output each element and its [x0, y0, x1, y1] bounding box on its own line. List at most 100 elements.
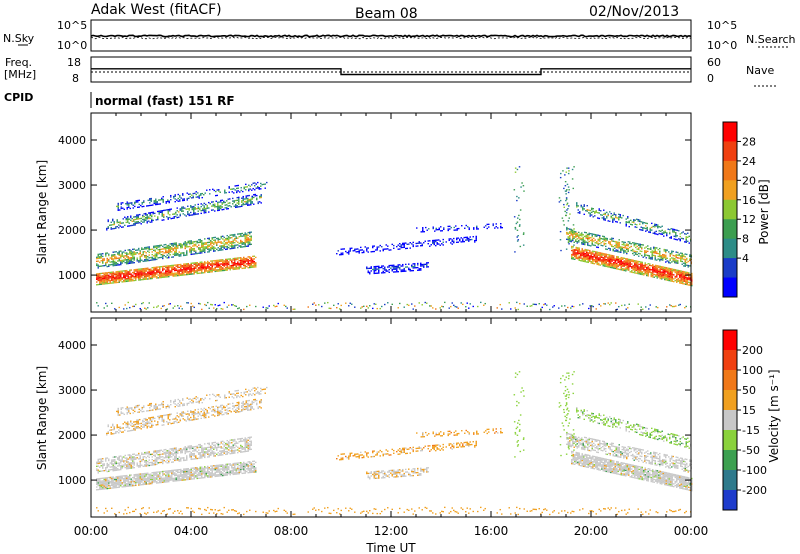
- power-cell: [582, 236, 584, 239]
- power-cell: [154, 253, 156, 255]
- power-cell: [123, 281, 125, 283]
- power-cell: [120, 259, 122, 262]
- power-cell: [247, 200, 249, 202]
- power-cell: [606, 239, 608, 241]
- power-cell: [586, 257, 588, 259]
- power-cell: [194, 213, 196, 216]
- power-cell: [591, 238, 593, 241]
- power-cell: [206, 206, 208, 208]
- power-cell: [177, 269, 179, 271]
- power-cell: [224, 207, 226, 209]
- power-cell: [103, 279, 105, 281]
- power-cell: [586, 258, 588, 260]
- power-cell: [125, 219, 127, 221]
- power-cell: [159, 275, 161, 277]
- velocity-cell: [192, 475, 194, 477]
- velocity-cell: [133, 474, 135, 476]
- power-cell: [430, 244, 432, 246]
- power-cell: [668, 269, 670, 271]
- velocity-cell: [127, 476, 129, 478]
- power-cell: [599, 234, 601, 237]
- power-cell: [469, 239, 471, 241]
- power-cell: [238, 307, 240, 309]
- velocity-cell: [174, 480, 176, 482]
- power-cell: [688, 242, 690, 244]
- power-cell: [578, 235, 580, 238]
- power-cell: [136, 252, 138, 254]
- power-cell: [671, 261, 673, 263]
- power-cell: [110, 221, 112, 223]
- power-cell: [403, 242, 405, 244]
- power-cell: [420, 245, 422, 247]
- power-cell: [614, 259, 616, 262]
- power-cell: [106, 274, 108, 277]
- power-cell: [97, 253, 99, 256]
- power-cell: [149, 214, 151, 217]
- power-cell: [124, 304, 126, 306]
- power-cell: [637, 270, 639, 272]
- power-cell: [148, 268, 150, 271]
- power-cell: [137, 199, 139, 202]
- power-cell: [611, 257, 613, 259]
- power-cell: [655, 233, 657, 235]
- power-cell: [154, 266, 156, 269]
- power-cell: [637, 264, 639, 267]
- velocity-cell: [207, 472, 209, 474]
- velocity-cell: [106, 478, 108, 480]
- power-cell: [492, 224, 494, 227]
- power-cell: [169, 270, 171, 272]
- power-cell: [221, 199, 223, 201]
- power-cell: [136, 218, 138, 220]
- power-cell: [126, 261, 128, 264]
- power-cell: [158, 213, 160, 215]
- power-cell: [230, 188, 232, 190]
- power-cell: [99, 256, 101, 258]
- power-cell: [223, 202, 225, 204]
- power-cell: [145, 254, 147, 257]
- power-cell: [135, 270, 137, 272]
- velocity-cell: [106, 485, 108, 487]
- power-cell: [646, 266, 648, 269]
- power-cell: [453, 240, 455, 242]
- velocity-cell: [171, 469, 173, 472]
- power-cell: [240, 263, 242, 266]
- power-cell: [659, 254, 661, 257]
- power-cell: [255, 262, 257, 264]
- power-cell: [675, 255, 677, 257]
- power-cell: [181, 246, 183, 249]
- power-cell: [594, 235, 596, 237]
- power-cell: [656, 267, 658, 270]
- power-cell: [424, 301, 426, 304]
- power-cell: [129, 306, 131, 309]
- power-cell: [174, 275, 176, 277]
- power-cell: [202, 272, 204, 274]
- power-cell: [228, 191, 230, 193]
- power-cell: [171, 266, 173, 268]
- power-cell: [217, 247, 219, 249]
- power-cell: [662, 267, 664, 270]
- power-cell: [120, 278, 122, 281]
- power-cell: [408, 268, 410, 271]
- power-cell: [578, 248, 580, 251]
- power-cell: [145, 212, 147, 215]
- power-cell: [466, 239, 468, 241]
- power-cell: [673, 235, 675, 237]
- velocity-cell: [180, 468, 182, 471]
- velocity-cell: [207, 476, 209, 478]
- power-cell: [150, 199, 152, 201]
- velocity-cell: [234, 468, 236, 470]
- velocity-cell: [153, 481, 155, 483]
- power-cell: [186, 272, 188, 274]
- velocity-cell: [172, 473, 174, 476]
- power-cell: [116, 205, 118, 208]
- power-cell: [260, 188, 262, 190]
- power-cell: [593, 250, 595, 253]
- power-cell: [436, 242, 438, 244]
- power-cell: [226, 200, 228, 202]
- velocity-cell: [114, 478, 116, 481]
- power-cell: [228, 261, 230, 263]
- power-cell: [180, 267, 182, 270]
- power-cell: [564, 180, 567, 183]
- power-cell: [204, 263, 206, 266]
- power-cell: [683, 272, 685, 274]
